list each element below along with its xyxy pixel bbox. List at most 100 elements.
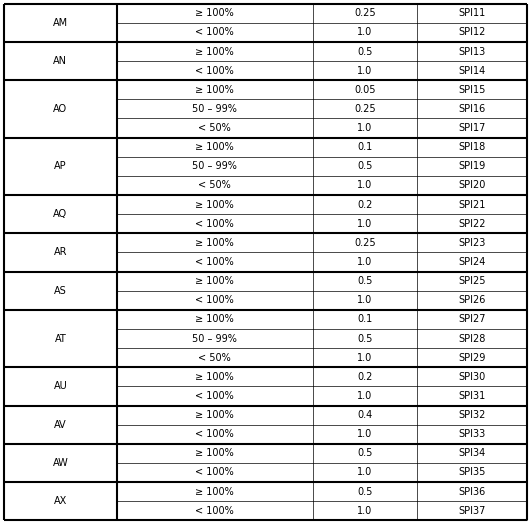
Bar <box>5 406 116 443</box>
Text: SPI19: SPI19 <box>458 161 485 171</box>
Text: 1.0: 1.0 <box>357 180 372 190</box>
Text: ≥ 100%: ≥ 100% <box>195 276 234 286</box>
Text: 0.25: 0.25 <box>354 238 375 248</box>
Text: 0.1: 0.1 <box>357 142 372 152</box>
Text: < 100%: < 100% <box>195 506 234 516</box>
Text: 0.5: 0.5 <box>357 449 372 458</box>
Text: AR: AR <box>54 247 67 257</box>
Text: AU: AU <box>54 381 67 391</box>
Text: SPI37: SPI37 <box>458 506 485 516</box>
Text: SPI14: SPI14 <box>458 66 485 75</box>
Bar <box>5 195 116 233</box>
Text: SPI13: SPI13 <box>458 47 485 57</box>
Text: SPI24: SPI24 <box>458 257 485 267</box>
Text: SPI26: SPI26 <box>458 295 485 305</box>
Text: ≥ 100%: ≥ 100% <box>195 238 234 248</box>
Text: AP: AP <box>54 161 67 171</box>
Text: SPI32: SPI32 <box>458 410 485 420</box>
Text: SPI30: SPI30 <box>458 372 485 382</box>
Text: AX: AX <box>54 496 67 506</box>
Text: ≥ 100%: ≥ 100% <box>195 200 234 210</box>
Text: AT: AT <box>55 334 66 344</box>
Text: AW: AW <box>53 458 68 468</box>
Text: < 100%: < 100% <box>195 257 234 267</box>
Text: AV: AV <box>54 420 67 430</box>
Text: 1.0: 1.0 <box>357 295 372 305</box>
Text: 0.25: 0.25 <box>354 8 375 18</box>
Text: SPI33: SPI33 <box>458 429 485 439</box>
Text: ≥ 100%: ≥ 100% <box>195 487 234 497</box>
Bar <box>5 368 116 405</box>
Text: SPI29: SPI29 <box>458 353 485 363</box>
Text: 1.0: 1.0 <box>357 506 372 516</box>
Bar <box>5 483 116 520</box>
Text: 0.5: 0.5 <box>357 487 372 497</box>
Text: SPI28: SPI28 <box>458 334 485 344</box>
Text: AQ: AQ <box>53 209 67 219</box>
Text: SPI11: SPI11 <box>458 8 485 18</box>
Text: SPI25: SPI25 <box>458 276 486 286</box>
Text: SPI31: SPI31 <box>458 391 485 401</box>
Text: SPI20: SPI20 <box>458 180 485 190</box>
Text: SPI36: SPI36 <box>458 487 485 497</box>
Text: SPI34: SPI34 <box>458 449 485 458</box>
Text: SPI12: SPI12 <box>458 27 485 37</box>
Text: < 50%: < 50% <box>198 353 231 363</box>
Text: SPI23: SPI23 <box>458 238 485 248</box>
Text: < 100%: < 100% <box>195 429 234 439</box>
Bar <box>5 4 116 41</box>
Text: < 50%: < 50% <box>198 123 231 133</box>
Text: 50 – 99%: 50 – 99% <box>192 334 237 344</box>
Text: ≥ 100%: ≥ 100% <box>195 372 234 382</box>
Text: SPI17: SPI17 <box>458 123 485 133</box>
Text: 1.0: 1.0 <box>357 429 372 439</box>
Text: 1.0: 1.0 <box>357 467 372 477</box>
Text: SPI27: SPI27 <box>458 314 486 324</box>
Bar <box>5 81 116 137</box>
Text: < 100%: < 100% <box>195 295 234 305</box>
Text: < 100%: < 100% <box>195 391 234 401</box>
Text: ≥ 100%: ≥ 100% <box>195 142 234 152</box>
Text: ≥ 100%: ≥ 100% <box>195 85 234 95</box>
Bar <box>5 138 116 194</box>
Bar <box>5 272 116 309</box>
Text: 1.0: 1.0 <box>357 391 372 401</box>
Text: SPI21: SPI21 <box>458 200 485 210</box>
Text: 1.0: 1.0 <box>357 66 372 75</box>
Bar <box>5 444 116 482</box>
Text: 50 – 99%: 50 – 99% <box>192 161 237 171</box>
Text: ≥ 100%: ≥ 100% <box>195 8 234 18</box>
Text: 0.5: 0.5 <box>357 334 372 344</box>
Text: 0.2: 0.2 <box>357 200 372 210</box>
Text: AN: AN <box>54 56 67 66</box>
Text: ≥ 100%: ≥ 100% <box>195 314 234 324</box>
Text: SPI22: SPI22 <box>458 219 486 229</box>
Text: < 100%: < 100% <box>195 219 234 229</box>
Text: < 50%: < 50% <box>198 180 231 190</box>
Text: < 100%: < 100% <box>195 467 234 477</box>
Text: 0.2: 0.2 <box>357 372 372 382</box>
Text: 0.5: 0.5 <box>357 161 372 171</box>
Text: 0.4: 0.4 <box>357 410 372 420</box>
Text: AM: AM <box>53 18 68 28</box>
Bar <box>5 234 116 271</box>
Bar <box>5 42 116 80</box>
Text: ≥ 100%: ≥ 100% <box>195 410 234 420</box>
Text: SPI16: SPI16 <box>458 104 485 114</box>
Text: ≥ 100%: ≥ 100% <box>195 47 234 57</box>
Text: 0.05: 0.05 <box>354 85 375 95</box>
Text: 1.0: 1.0 <box>357 27 372 37</box>
Text: 50 – 99%: 50 – 99% <box>192 104 237 114</box>
Text: 0.1: 0.1 <box>357 314 372 324</box>
Text: 0.5: 0.5 <box>357 276 372 286</box>
Text: AO: AO <box>53 104 67 114</box>
Text: 1.0: 1.0 <box>357 123 372 133</box>
Text: SPI35: SPI35 <box>458 467 485 477</box>
Text: AS: AS <box>54 286 67 296</box>
Text: < 100%: < 100% <box>195 66 234 75</box>
Text: 1.0: 1.0 <box>357 353 372 363</box>
Bar <box>5 310 116 367</box>
Text: < 100%: < 100% <box>195 27 234 37</box>
Text: 0.25: 0.25 <box>354 104 375 114</box>
Text: 0.5: 0.5 <box>357 47 372 57</box>
